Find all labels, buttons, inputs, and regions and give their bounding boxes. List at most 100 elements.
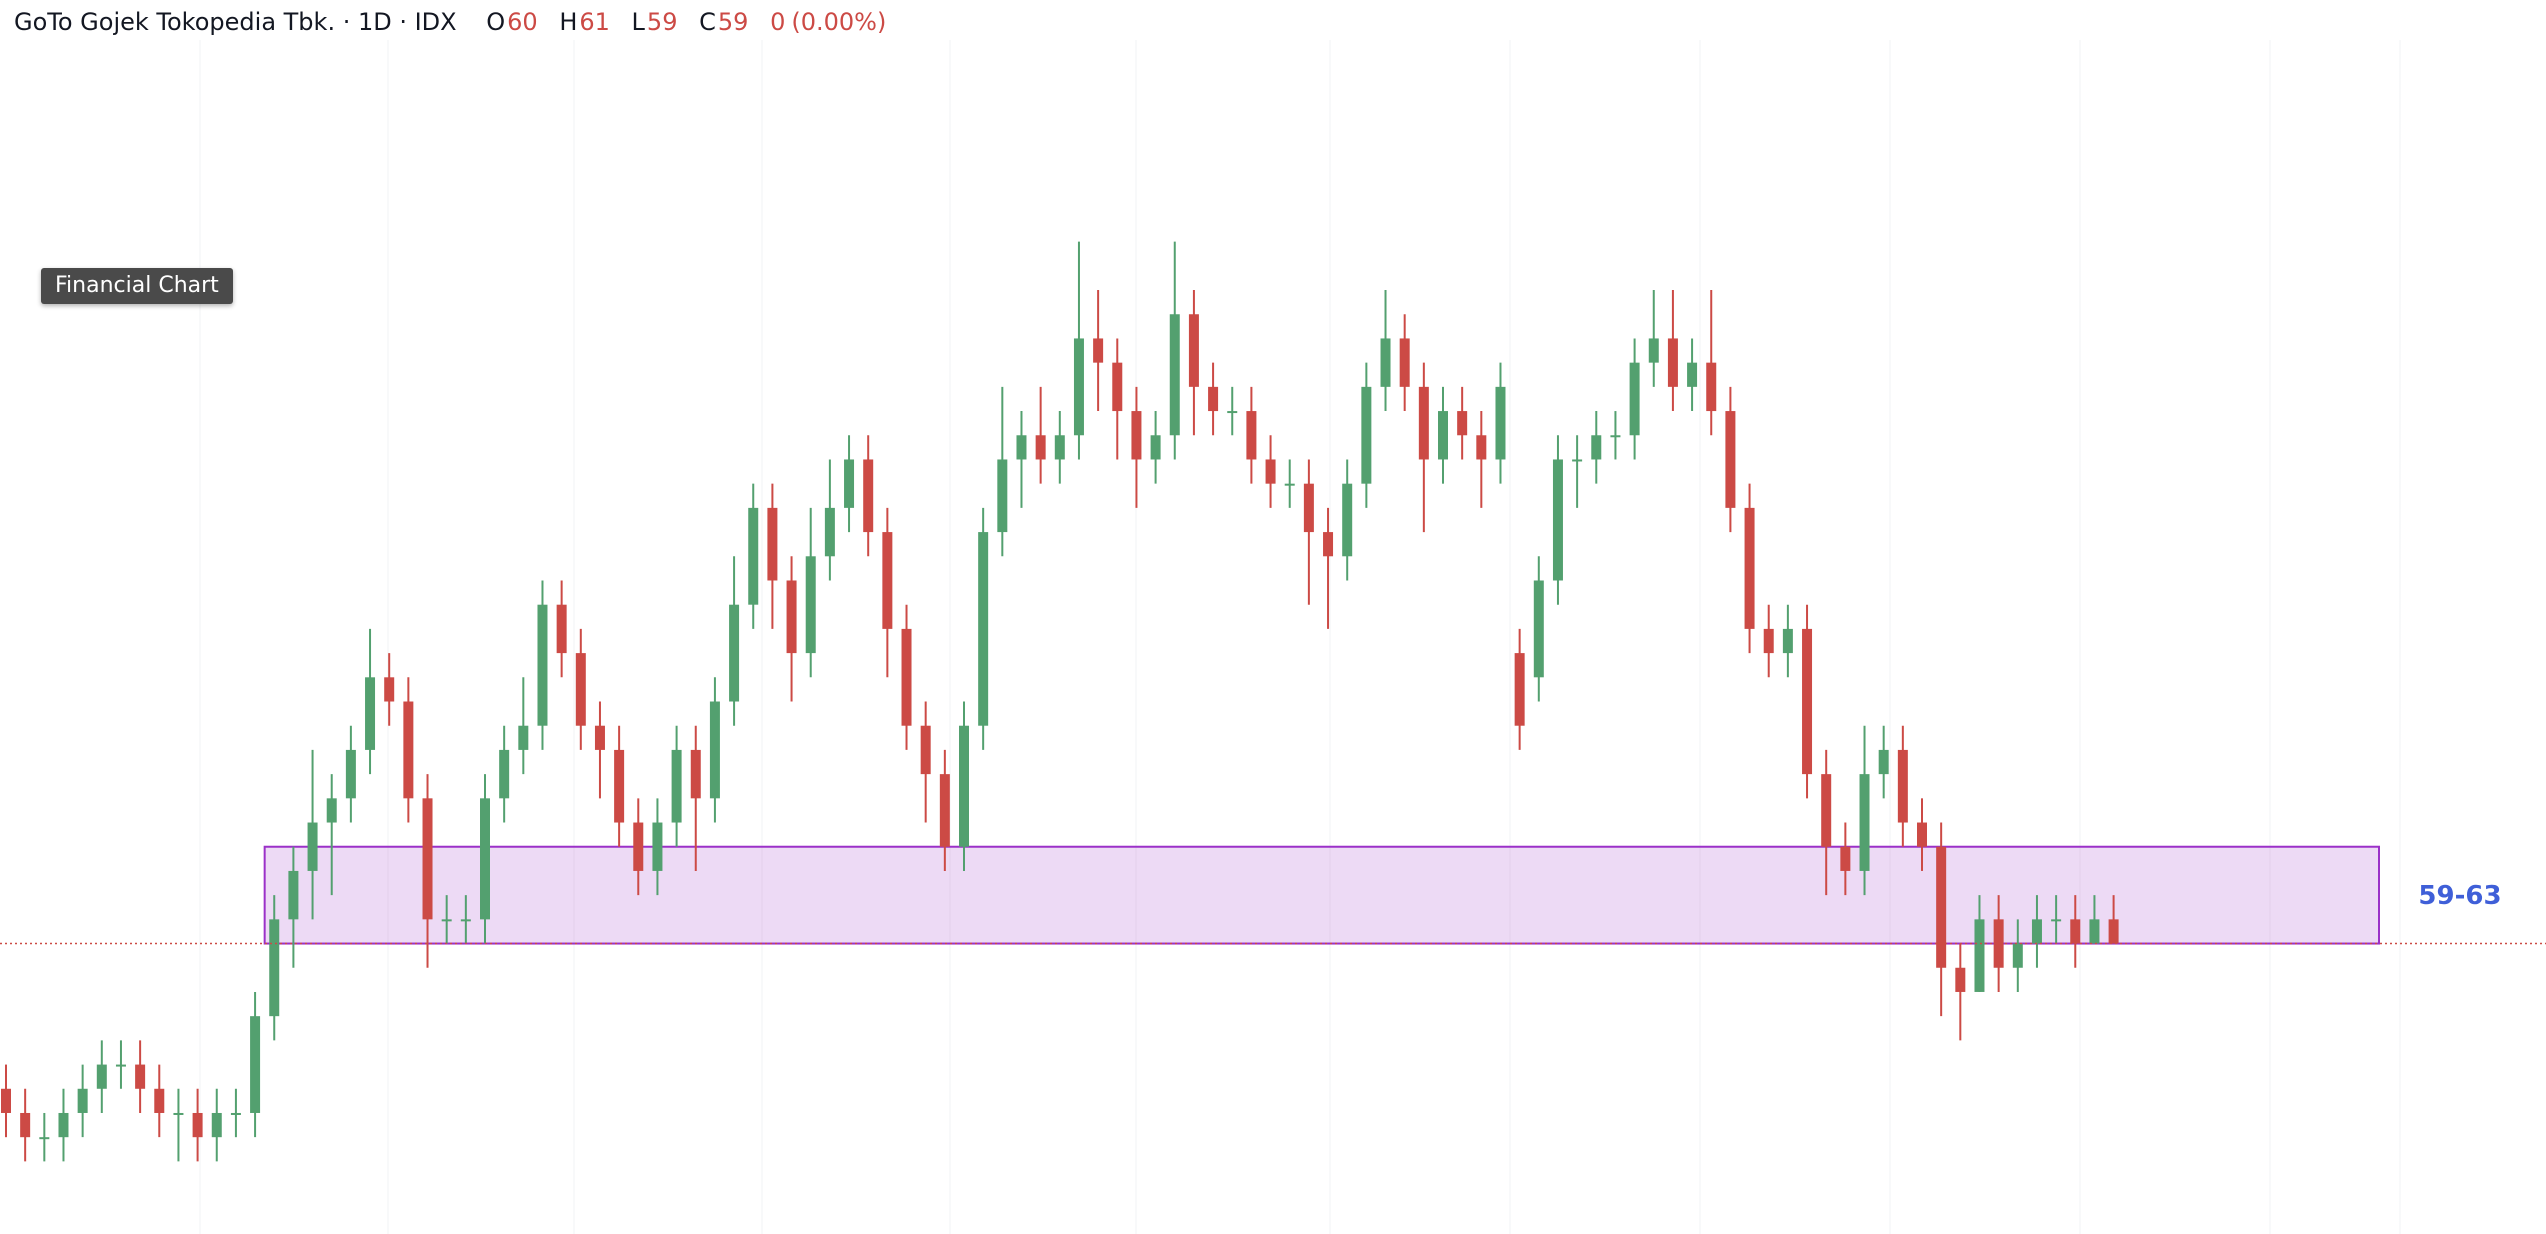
candle-body (2051, 919, 2062, 922)
candle-body (288, 870, 299, 920)
candle-body (920, 725, 931, 775)
candle-body (786, 580, 797, 654)
candle-body (1073, 338, 1084, 436)
candle-body (1476, 435, 1487, 460)
candle-body (1648, 338, 1659, 363)
candle-body (1802, 628, 1813, 775)
candle-body (1035, 435, 1046, 460)
candle-body (365, 677, 376, 750)
candle-body (422, 798, 433, 920)
ohlc-label: O (486, 8, 506, 36)
candle-body (135, 1064, 146, 1089)
candle-body (211, 1112, 222, 1138)
candle-body (1016, 435, 1027, 460)
candle-body (1859, 774, 1870, 871)
ohlc-label: L (631, 8, 645, 36)
candle-body (1744, 507, 1755, 629)
candle-body (1591, 435, 1602, 460)
candle-body (441, 919, 452, 922)
candle-body (326, 798, 337, 823)
change: 0 (770, 8, 786, 36)
candle-body (269, 919, 280, 1017)
candle-body (1897, 749, 1908, 823)
candle-body (633, 822, 644, 871)
candle-body (39, 1137, 50, 1140)
candle-body (1246, 411, 1257, 460)
candle-body (1993, 919, 2004, 968)
candle-body (1610, 435, 1621, 438)
candle-body (2012, 943, 2023, 968)
ohlc-value: 60 (507, 8, 538, 36)
ohlc-value: 59 (717, 8, 749, 36)
candle-body (614, 749, 625, 823)
symbol-title: GoTo Gojek Tokopedia Tbk. · 1D · IDX (14, 8, 457, 36)
candle-body (173, 1112, 184, 1115)
candle-body (1323, 532, 1334, 557)
candle-body (307, 822, 318, 871)
candle-body (575, 653, 586, 726)
ohlc-value: 59 (646, 8, 678, 36)
change-pct: (0.00%) (791, 8, 887, 36)
candle-body (2031, 919, 2042, 944)
candle-body (96, 1064, 107, 1089)
candle-body (1284, 483, 1295, 486)
candle-body (192, 1112, 203, 1138)
candle-body (460, 919, 471, 922)
candle-body (230, 1112, 241, 1115)
candle-body (652, 822, 663, 871)
candle-body (2108, 919, 2119, 944)
candle-body (1112, 362, 1123, 412)
candle-body (115, 1064, 126, 1067)
candle-body (1687, 362, 1698, 387)
candle-body (1380, 338, 1391, 387)
zone-label: 59-63 (2418, 881, 2501, 911)
candle-body (882, 532, 893, 629)
candle-body (709, 701, 720, 799)
candle-body (1188, 314, 1199, 387)
candle-body (1169, 314, 1180, 436)
candle-body (1821, 774, 1832, 847)
candle-body (767, 507, 778, 581)
candle-body (384, 677, 395, 702)
ohlc-label: C (699, 8, 716, 36)
candle-body (1, 1088, 11, 1113)
candle-body (1917, 822, 1927, 847)
candle-body (671, 749, 682, 823)
ohlc-label: H (559, 8, 578, 36)
candle-body (729, 604, 740, 702)
candle-body (1438, 411, 1448, 460)
candle-body (77, 1088, 88, 1113)
candle-body (345, 749, 356, 799)
candle-body (556, 604, 567, 654)
candle-body (844, 459, 855, 508)
candle-body (1763, 628, 1774, 654)
candle-body (1399, 338, 1410, 387)
candle-body (1974, 919, 1985, 992)
candle-body (1782, 628, 1793, 654)
candle-body (1054, 435, 1065, 460)
candle-body (1418, 386, 1429, 460)
candle-body (939, 774, 950, 847)
candle-body (1131, 411, 1142, 460)
candle-body (1955, 967, 1966, 992)
candle-body (499, 749, 510, 799)
candle-body (959, 725, 969, 847)
candle-body (901, 628, 912, 726)
candle-body (594, 725, 605, 750)
zone-box (263, 845, 2381, 945)
candle-body (1342, 483, 1353, 557)
candle-body (1303, 483, 1314, 533)
candle-body (1495, 386, 1506, 460)
candle-body (250, 1016, 261, 1113)
candle-body (1552, 459, 1563, 581)
candle-body (480, 798, 490, 920)
candle-body (2070, 919, 2081, 944)
candle-body (1265, 459, 1276, 484)
candle-body (58, 1112, 69, 1138)
candle-body (403, 701, 414, 799)
candle-body (1840, 846, 1851, 871)
candle-body (1629, 362, 1640, 436)
candle-body (978, 532, 989, 726)
